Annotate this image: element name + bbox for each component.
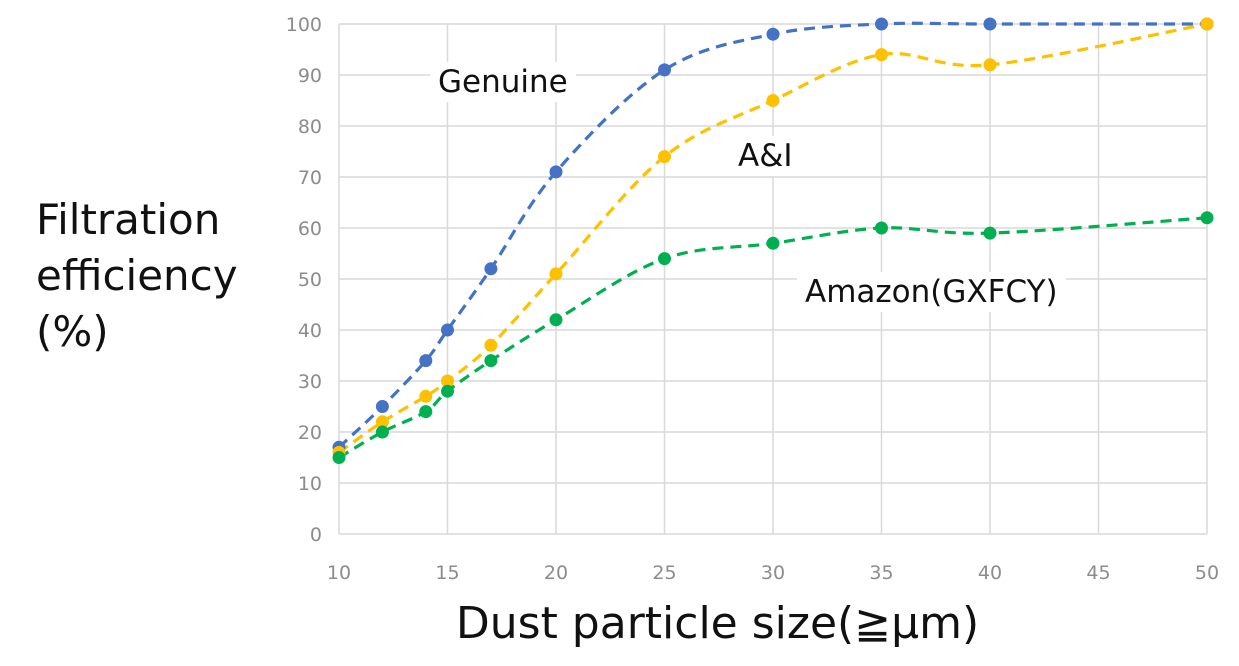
data-point <box>549 313 563 327</box>
y-tick-label: 70 <box>298 167 322 189</box>
data-point <box>375 400 389 413</box>
y-axis-label-line: Filtration <box>36 195 221 244</box>
data-point <box>875 17 888 31</box>
y-tick-label: 0 <box>310 524 322 546</box>
x-tick-label: 10 <box>327 562 351 584</box>
data-point <box>983 226 997 240</box>
y-axis-label-line: efficiency <box>36 251 238 300</box>
data-point <box>441 374 454 388</box>
data-point <box>484 338 498 352</box>
x-axis-label: Dust particle size(≧μm) <box>455 598 980 649</box>
data-point <box>484 354 498 368</box>
x-tick-label: 35 <box>869 562 893 584</box>
y-tick-label: 90 <box>298 65 322 87</box>
data-point <box>875 48 888 62</box>
data-point <box>549 267 563 281</box>
data-point <box>1200 211 1214 225</box>
x-tick-labels: 10 15 20 25 30 35 40 45 50 <box>327 562 1219 584</box>
y-tick-label: 80 <box>298 116 322 138</box>
y-tick-label: 60 <box>298 218 322 240</box>
x-tick-label: 15 <box>435 562 459 584</box>
data-point <box>419 354 433 368</box>
series-line-1 <box>338 22 1208 454</box>
x-tick-label: 45 <box>1086 562 1110 584</box>
y-tick-label: 40 <box>298 320 322 342</box>
y-tick-label: 50 <box>298 269 322 291</box>
series-label-ai: A&I <box>730 136 801 176</box>
data-point <box>441 323 454 337</box>
data-point <box>766 27 780 41</box>
y-tick-label: 10 <box>298 473 322 495</box>
data-point <box>375 425 389 439</box>
y-tick-label: 20 <box>298 422 322 444</box>
data-point <box>419 389 433 403</box>
series-label-amazon: Amazon(GXFCY) <box>797 272 1066 312</box>
x-tick-label: 20 <box>544 562 568 584</box>
data-point <box>419 405 433 419</box>
data-point <box>983 17 997 31</box>
data-point <box>1200 17 1214 31</box>
data-point <box>658 252 671 266</box>
data-point <box>766 236 780 250</box>
series-line-0 <box>337 21 1207 449</box>
data-point <box>766 94 780 107</box>
y-tick-label: 30 <box>298 371 322 393</box>
x-tick-label: 40 <box>978 562 1002 584</box>
x-tick-label: 50 <box>1195 562 1219 584</box>
data-point <box>375 415 389 429</box>
data-point <box>658 63 671 77</box>
data-point <box>484 262 498 276</box>
data-point <box>658 150 671 164</box>
data-point <box>875 221 888 235</box>
series-label-genuine: Genuine <box>430 62 576 102</box>
x-tick-label: 30 <box>761 562 785 584</box>
data-point <box>549 165 563 179</box>
data-point <box>983 58 997 72</box>
y-axis-label-line: (%) <box>36 307 109 356</box>
data-point <box>441 384 454 398</box>
data-point <box>332 451 346 464</box>
y-axis-label: Filtration efficiency (%) <box>36 192 238 360</box>
y-tick-label: 100 <box>286 14 322 36</box>
series-points <box>332 17 1214 464</box>
y-tick-labels: 0 10 20 30 40 50 60 70 80 90 100 <box>286 14 322 546</box>
x-tick-label: 25 <box>652 562 676 584</box>
